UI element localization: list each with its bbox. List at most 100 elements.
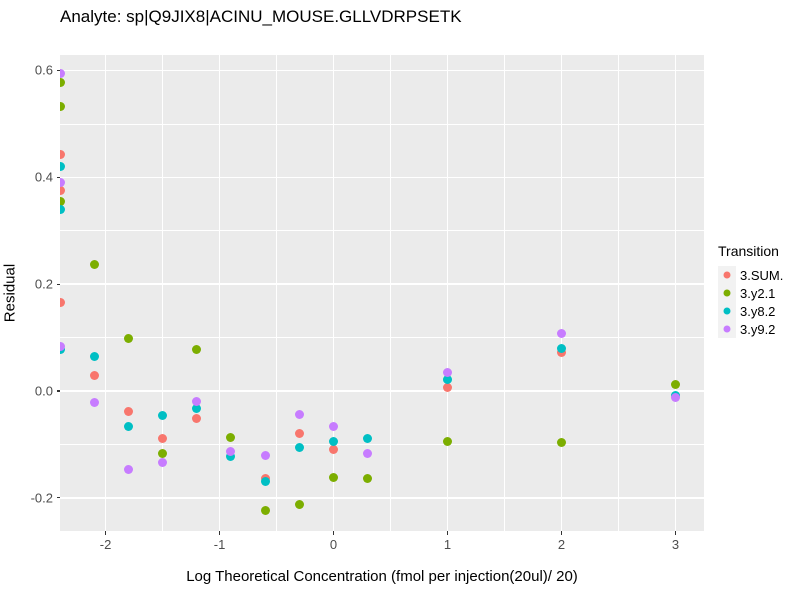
legend-item-label: 3.SUM. bbox=[740, 267, 784, 283]
major-gridline-h bbox=[60, 176, 704, 179]
legend-key bbox=[718, 284, 736, 302]
data-point-3.y8.2 bbox=[192, 403, 202, 413]
y-tick-label: 0.6 bbox=[34, 62, 53, 78]
data-point-3.y8.2 bbox=[294, 443, 304, 453]
x-axis-title: Log Theoretical Concentration (fmol per … bbox=[186, 568, 578, 585]
data-point-3.y9.2 bbox=[60, 341, 65, 351]
data-point-3.y9.2 bbox=[443, 367, 453, 377]
y-axis-title: Residual bbox=[1, 263, 19, 323]
data-point-3.y8.2 bbox=[158, 410, 168, 420]
y-tick-label: 0.4 bbox=[34, 169, 53, 185]
legend-item-label: 3.y9.2 bbox=[740, 321, 776, 337]
legend-key bbox=[718, 266, 736, 284]
data-point-3.y2.1 bbox=[60, 78, 65, 88]
legend-item-label: 3.y8.2 bbox=[740, 303, 776, 319]
major-gridline-h bbox=[60, 69, 704, 72]
y-tick-mark bbox=[56, 497, 60, 499]
data-point-3.y2.1 bbox=[192, 344, 202, 354]
legend-dot-icon bbox=[723, 307, 731, 315]
major-gridline-h bbox=[60, 283, 704, 285]
data-point-3.y2.1 bbox=[123, 333, 133, 343]
data-point-3.y2.1 bbox=[158, 448, 168, 458]
data-point-3.y8.2 bbox=[60, 162, 65, 172]
data-point-3.y8.2 bbox=[226, 451, 236, 461]
data-point-3.y8.2 bbox=[89, 352, 99, 362]
minor-gridline-h bbox=[60, 444, 704, 445]
data-point-3.y9.2 bbox=[158, 458, 168, 468]
legend-key bbox=[718, 302, 736, 320]
x-tick-mark bbox=[218, 531, 221, 535]
data-point-3.y9.2 bbox=[226, 446, 236, 456]
minor-gridline-v bbox=[162, 55, 163, 531]
data-point-3.y8.2 bbox=[329, 436, 339, 446]
legend-dot-icon bbox=[723, 289, 731, 297]
data-point-3.SUM. bbox=[158, 434, 168, 444]
data-point-3.y2.1 bbox=[294, 499, 304, 509]
data-point-3.y8.2 bbox=[60, 205, 65, 215]
data-point-3.y8.2 bbox=[363, 434, 373, 444]
data-point-3.y9.2 bbox=[89, 397, 99, 407]
plot-title: Analyte: sp|Q9JIX8|ACINU_MOUSE.GLLVDRPSE… bbox=[60, 7, 462, 26]
x-tick-label: 1 bbox=[443, 537, 452, 552]
data-point-3.y9.2 bbox=[123, 465, 133, 475]
major-gridline-v bbox=[104, 55, 107, 531]
data-point-3.y9.2 bbox=[60, 69, 65, 79]
data-point-3.y2.1 bbox=[60, 102, 65, 112]
data-point-3.y8.2 bbox=[123, 422, 133, 432]
data-point-3.SUM. bbox=[192, 413, 202, 423]
data-point-3.y2.1 bbox=[443, 437, 453, 447]
data-point-3.SUM. bbox=[443, 382, 453, 392]
x-tick-label: -2 bbox=[99, 537, 112, 552]
data-point-3.y2.1 bbox=[60, 197, 65, 207]
data-point-3.y2.1 bbox=[329, 473, 339, 483]
data-point-3.y9.2 bbox=[671, 392, 680, 402]
data-point-3.SUM. bbox=[60, 298, 65, 308]
data-point-3.y9.2 bbox=[363, 449, 373, 459]
y-tick-label: 0.2 bbox=[34, 276, 53, 292]
legend-item-3.y8.2: 3.y8.2 bbox=[718, 302, 783, 320]
data-point-3.SUM. bbox=[123, 407, 133, 417]
data-point-3.y2.1 bbox=[226, 433, 236, 442]
data-point-3.y2.1 bbox=[557, 438, 567, 448]
legend-item-3.y9.2: 3.y9.2 bbox=[718, 320, 783, 338]
x-tick-label: 3 bbox=[671, 537, 680, 552]
x-tick-mark bbox=[674, 531, 677, 535]
major-gridline-h bbox=[60, 497, 704, 499]
y-tick-label: -0.2 bbox=[30, 490, 53, 506]
data-point-3.y2.1 bbox=[89, 259, 99, 269]
x-tick-label: 0 bbox=[329, 537, 338, 552]
major-gridline-v bbox=[446, 55, 449, 531]
minor-gridline-v bbox=[504, 55, 505, 531]
x-tick-mark bbox=[332, 531, 335, 535]
data-point-3.y9.2 bbox=[294, 410, 304, 420]
minor-gridline-v bbox=[618, 55, 619, 531]
legend: Transition 3.SUM. 3.y2.1 3.y8.2 3.y9.2 bbox=[718, 243, 783, 338]
major-gridline-h bbox=[60, 390, 704, 392]
x-tick-label: 2 bbox=[557, 537, 566, 552]
data-point-3.y8.2 bbox=[443, 375, 453, 385]
data-point-3.y2.1 bbox=[671, 379, 680, 389]
data-point-3.SUM. bbox=[60, 185, 65, 195]
minor-gridline-v bbox=[276, 55, 277, 531]
data-point-3.y8.2 bbox=[260, 477, 270, 487]
y-tick-mark bbox=[56, 69, 60, 72]
legend-item-label: 3.y2.1 bbox=[740, 285, 776, 301]
legend-title: Transition bbox=[718, 243, 779, 259]
major-gridline-v bbox=[560, 55, 563, 531]
minor-gridline-h bbox=[60, 123, 704, 125]
y-tick-label: 0.0 bbox=[34, 383, 53, 399]
legend-item-3.y2.1: 3.y2.1 bbox=[718, 284, 783, 302]
data-point-3.SUM. bbox=[294, 429, 304, 439]
legend-dot-icon bbox=[723, 325, 731, 333]
data-point-3.y9.2 bbox=[329, 422, 339, 432]
data-point-3.SUM. bbox=[60, 150, 65, 160]
data-point-3.y9.2 bbox=[192, 397, 202, 407]
data-point-3.y9.2 bbox=[60, 178, 65, 188]
major-gridline-v bbox=[218, 55, 221, 531]
y-tick-mark bbox=[56, 176, 60, 178]
minor-gridline-h bbox=[60, 230, 704, 232]
minor-gridline-v bbox=[390, 55, 391, 531]
legend-dot-icon bbox=[723, 271, 731, 279]
x-tick-label: -1 bbox=[213, 537, 226, 552]
